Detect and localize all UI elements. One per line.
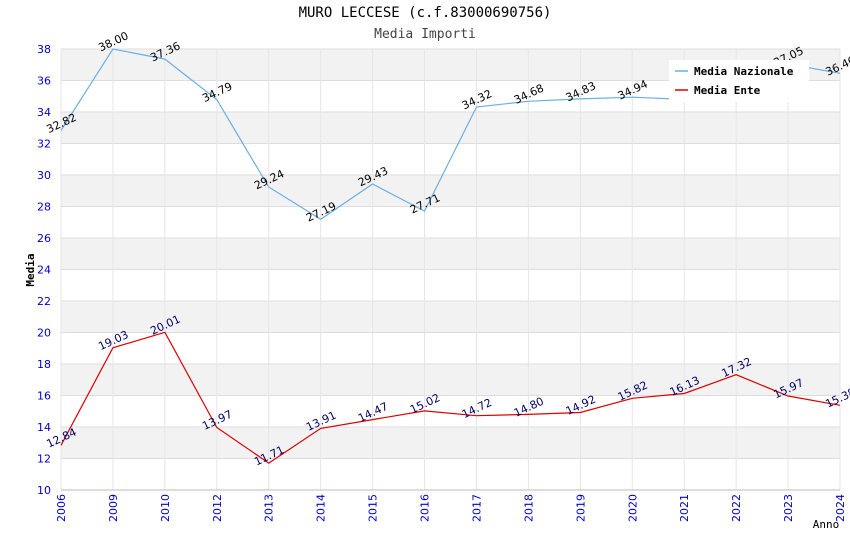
x-tick-label: 2012 — [211, 494, 224, 522]
y-axis-label: Media — [24, 253, 37, 286]
y-tick-label: 18 — [37, 358, 51, 371]
y-tick-label: 10 — [37, 484, 51, 497]
x-tick-label: 2015 — [367, 494, 380, 522]
legend-label: Media Ente — [694, 84, 761, 97]
x-tick-label: 2022 — [730, 494, 743, 522]
x-tick-label: 2016 — [419, 494, 432, 522]
grid-band — [61, 395, 840, 427]
series-lines — [60, 48, 841, 464]
x-tick-label: 2014 — [315, 494, 328, 522]
y-tick-label: 22 — [37, 295, 51, 308]
x-axis-label: Anno — [813, 518, 840, 531]
grid-band — [61, 175, 840, 207]
x-axis-ticks: 2006 2009 2010 2012 2013 2014 2015 2016 2017 2018… — [55, 494, 847, 522]
y-tick-label: 26 — [37, 232, 51, 245]
x-tick-label: 2010 — [159, 494, 172, 522]
y-tick-label: 14 — [37, 421, 51, 434]
grid-lines — [60, 48, 841, 491]
chart-title: MURO LECCESE (c.f.83000690756) — [298, 5, 552, 21]
series-line — [60, 48, 841, 221]
y-tick-label: 36 — [37, 75, 51, 88]
grid-band — [61, 301, 840, 333]
grid-band — [61, 112, 840, 144]
grid-band — [61, 332, 840, 364]
legend-box — [669, 60, 809, 102]
y-tick-label: 20 — [37, 327, 51, 340]
x-tick-label: 2013 — [263, 494, 276, 522]
x-tick-label: 2006 — [55, 494, 68, 522]
x-tick-label: 2019 — [574, 494, 587, 522]
x-tick-label: 2017 — [470, 494, 483, 522]
x-tick-label: 2023 — [782, 494, 795, 522]
series-line — [60, 331, 841, 464]
y-tick-label: 12 — [37, 453, 51, 466]
grid-band — [61, 458, 840, 490]
y-tick-label: 32 — [37, 138, 51, 151]
grid-band — [61, 427, 840, 459]
chart-subtitle: Media Importi — [374, 27, 476, 42]
grid-band — [61, 269, 840, 301]
legend-label: Media Nazionale — [694, 65, 794, 78]
grid-band — [61, 238, 840, 270]
x-tick-label: 2018 — [522, 494, 535, 522]
y-tick-label: 28 — [37, 201, 51, 214]
x-tick-label: 2009 — [107, 494, 120, 522]
y-tick-label: 16 — [37, 390, 51, 403]
grid-bands — [61, 49, 840, 490]
legend: Media Nazionale Media Ente — [669, 60, 809, 102]
y-tick-label: 30 — [37, 169, 51, 182]
y-tick-label: 34 — [37, 106, 51, 119]
x-tick-label: 2020 — [626, 494, 639, 522]
y-tick-label: 24 — [37, 264, 51, 277]
x-tick-label: 2024 — [834, 494, 847, 522]
y-axis-ticks: 10 12 14 16 18 20 22 24 26 28 30 32 34 36 38 — [37, 43, 51, 497]
x-tick-label: 2021 — [678, 494, 691, 522]
y-tick-label: 38 — [37, 43, 51, 56]
grid-band — [61, 206, 840, 238]
